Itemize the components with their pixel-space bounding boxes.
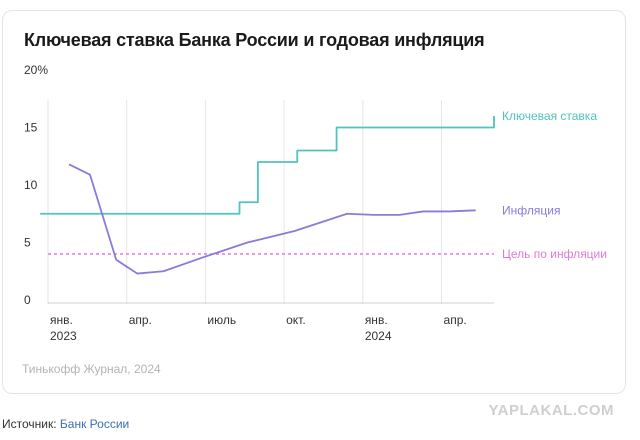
x-tick-label-4: янв. — [365, 313, 388, 327]
source-link[interactable]: Банк России — [59, 417, 130, 431]
chart-title: Ключевая ставка Банка России и годовая и… — [24, 30, 485, 50]
series-label-1: Инфляция — [502, 203, 560, 217]
chart-credit: Тинькофф Журнал, 2024 — [22, 362, 161, 376]
source-line: Источник: Банк России — [2, 417, 129, 431]
y-tick-label-4: 20% — [24, 63, 48, 77]
series-line-1 — [68, 163, 476, 275]
target-label: Цель по инфляции — [502, 247, 607, 261]
x-tick-label-3: окт. — [286, 313, 306, 327]
x-tick-label-2: июль — [207, 313, 236, 327]
x-tick-label-5: апр. — [444, 313, 467, 327]
x-tick-label-0: янв. — [50, 313, 73, 327]
source-label: Источник: — [2, 417, 57, 431]
y-tick-label-2: 10 — [24, 178, 38, 192]
x-tick-year-0: 2023 — [50, 329, 77, 343]
y-tick-label-3: 15 — [24, 121, 38, 135]
x-tick-year-4: 2024 — [365, 329, 392, 343]
x-tick-label-1: апр. — [129, 313, 152, 327]
series-label-0: Ключевая ставка — [502, 109, 597, 123]
y-tick-label-1: 5 — [24, 236, 31, 250]
series-line-0 — [40, 116, 495, 215]
chart-card — [2, 10, 626, 394]
y-tick-label-0: 0 — [24, 293, 31, 307]
watermark: YAPLAKAL.COM — [488, 402, 614, 419]
